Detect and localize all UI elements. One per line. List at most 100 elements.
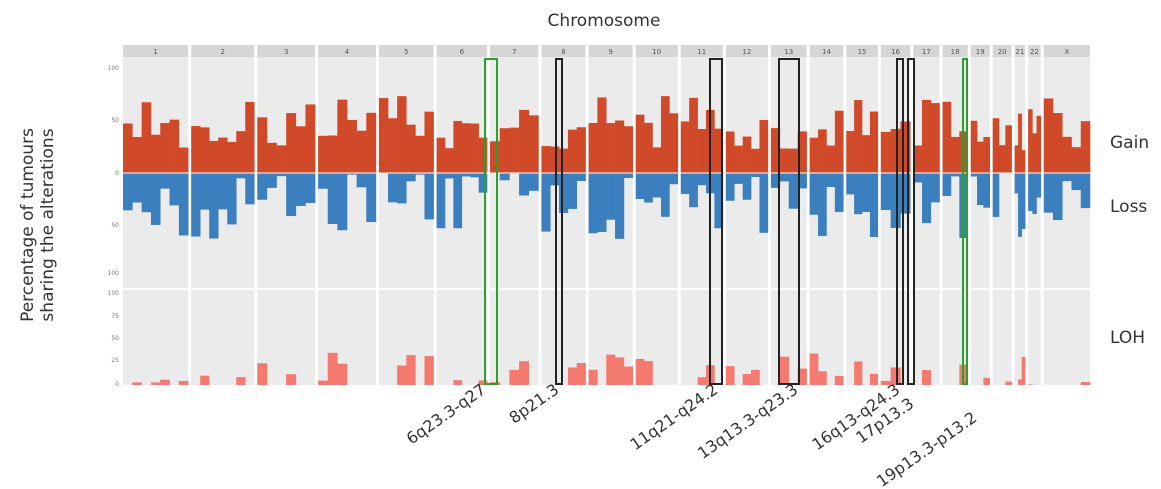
- loss-bar: [218, 173, 228, 210]
- gain-bar: [869, 111, 879, 173]
- loss-bar: [797, 173, 807, 189]
- chromosome-strip-label: 21: [1015, 48, 1024, 56]
- loh-bar: [236, 377, 246, 385]
- gain-bar: [478, 137, 488, 173]
- loss-bar: [680, 173, 690, 194]
- loss-bar: [846, 173, 855, 195]
- gain-bar: [992, 118, 1000, 173]
- loh-bar: [1005, 381, 1012, 385]
- gain-bar: [1052, 113, 1063, 173]
- chromosome-strip-label: 13: [784, 48, 793, 56]
- loh-bar: [834, 375, 844, 385]
- loss-bar: [1062, 173, 1072, 182]
- loss-bar: [415, 173, 425, 175]
- chromosome-strip-label: 5: [404, 48, 408, 56]
- loh-bar: [397, 365, 407, 385]
- gain-bar: [788, 148, 798, 173]
- gain-bar: [606, 123, 616, 173]
- chromosome-strip: [436, 45, 488, 57]
- loh-bar: [922, 370, 932, 385]
- loh-bar: [576, 362, 586, 385]
- loh-bar: [725, 366, 735, 385]
- loss-bar: [1032, 173, 1037, 214]
- loss-bar: [559, 173, 569, 213]
- loss-bar: [236, 173, 246, 179]
- loh-bar: [509, 369, 520, 385]
- loss-bar: [160, 173, 170, 189]
- loss-bar: [257, 173, 268, 200]
- chromosome-strip-label: 10: [652, 48, 661, 56]
- gain-bar: [295, 126, 306, 173]
- chromosome-strip-label: 7: [512, 48, 516, 56]
- gain-bar: [1028, 109, 1033, 173]
- region-box: [555, 58, 563, 385]
- gain-bar: [209, 140, 219, 173]
- gain-bar: [337, 99, 348, 173]
- loss-bar: [356, 173, 367, 188]
- gain-bar: [550, 146, 560, 173]
- chromosome-strip-label: 18: [951, 48, 960, 56]
- region-box: [962, 58, 968, 385]
- chromosome-strip: [970, 45, 990, 57]
- chromosome-strip: [541, 45, 586, 57]
- loh-bar: [424, 356, 434, 385]
- loh-bar: [809, 353, 819, 385]
- gain-bar: [977, 141, 984, 173]
- region-label: 6q23.3-q27: [403, 380, 489, 448]
- loss-bar: [788, 173, 798, 209]
- loh-bar: [453, 380, 463, 385]
- gain-bar: [615, 120, 625, 173]
- loh-bar: [615, 357, 625, 385]
- y-axis-label: Percentage of tumours sharing the altera…: [18, 128, 58, 322]
- loh-panel-bg: [1043, 290, 1090, 385]
- loh-bar: [150, 382, 161, 385]
- loss-bar: [854, 173, 863, 215]
- loss-bar: [1014, 173, 1019, 194]
- chromosome-strip-label: 1: [153, 48, 157, 56]
- gain-bar: [725, 131, 735, 173]
- loh-bar: [890, 367, 901, 385]
- y-tick-label: 25: [111, 357, 119, 364]
- gain-bar: [541, 146, 551, 173]
- gain-bar: [1032, 133, 1037, 173]
- y-tick-label: 100: [108, 65, 120, 72]
- gain-bar: [734, 145, 743, 173]
- loss-bar: [327, 173, 338, 224]
- loh-panel-bg: [191, 290, 255, 385]
- gain-bar: [191, 125, 201, 173]
- loss-bar: [470, 173, 479, 178]
- loss-bar: [970, 173, 978, 177]
- loss-bar: [992, 173, 1000, 217]
- y-tick-label: 0: [115, 381, 119, 388]
- gain-bar: [123, 123, 133, 173]
- region-box: [484, 58, 498, 385]
- gain-bar: [751, 148, 760, 173]
- gain-bar: [305, 104, 316, 173]
- gain-bar: [470, 123, 479, 173]
- chromosome-strip-label: 4: [345, 48, 350, 56]
- loss-bar: [1071, 173, 1082, 191]
- gain-bar: [1062, 136, 1072, 173]
- gain-bar: [880, 131, 891, 173]
- loss-bar: [191, 173, 201, 237]
- loss-bar: [635, 173, 645, 200]
- gain-bar: [245, 101, 255, 173]
- loss-bar: [734, 173, 743, 184]
- y-tick-label: 50: [111, 335, 119, 342]
- loss-bar: [697, 173, 707, 186]
- loss-bar: [588, 173, 598, 234]
- loss-bar: [1043, 173, 1054, 213]
- loss-bar: [751, 173, 760, 178]
- gain-bar: [346, 119, 357, 173]
- loss-bar: [689, 173, 698, 208]
- region-box: [709, 58, 723, 385]
- chromosome-strip: [880, 45, 911, 57]
- gain-bar: [150, 134, 161, 173]
- chromosome-strip: [378, 45, 434, 57]
- gain-bar: [809, 137, 819, 173]
- gain-bar: [236, 131, 246, 173]
- gain-bar: [424, 111, 434, 173]
- loss-bar: [286, 173, 297, 217]
- loh-bar: [1018, 379, 1022, 385]
- gain-bar: [559, 148, 569, 173]
